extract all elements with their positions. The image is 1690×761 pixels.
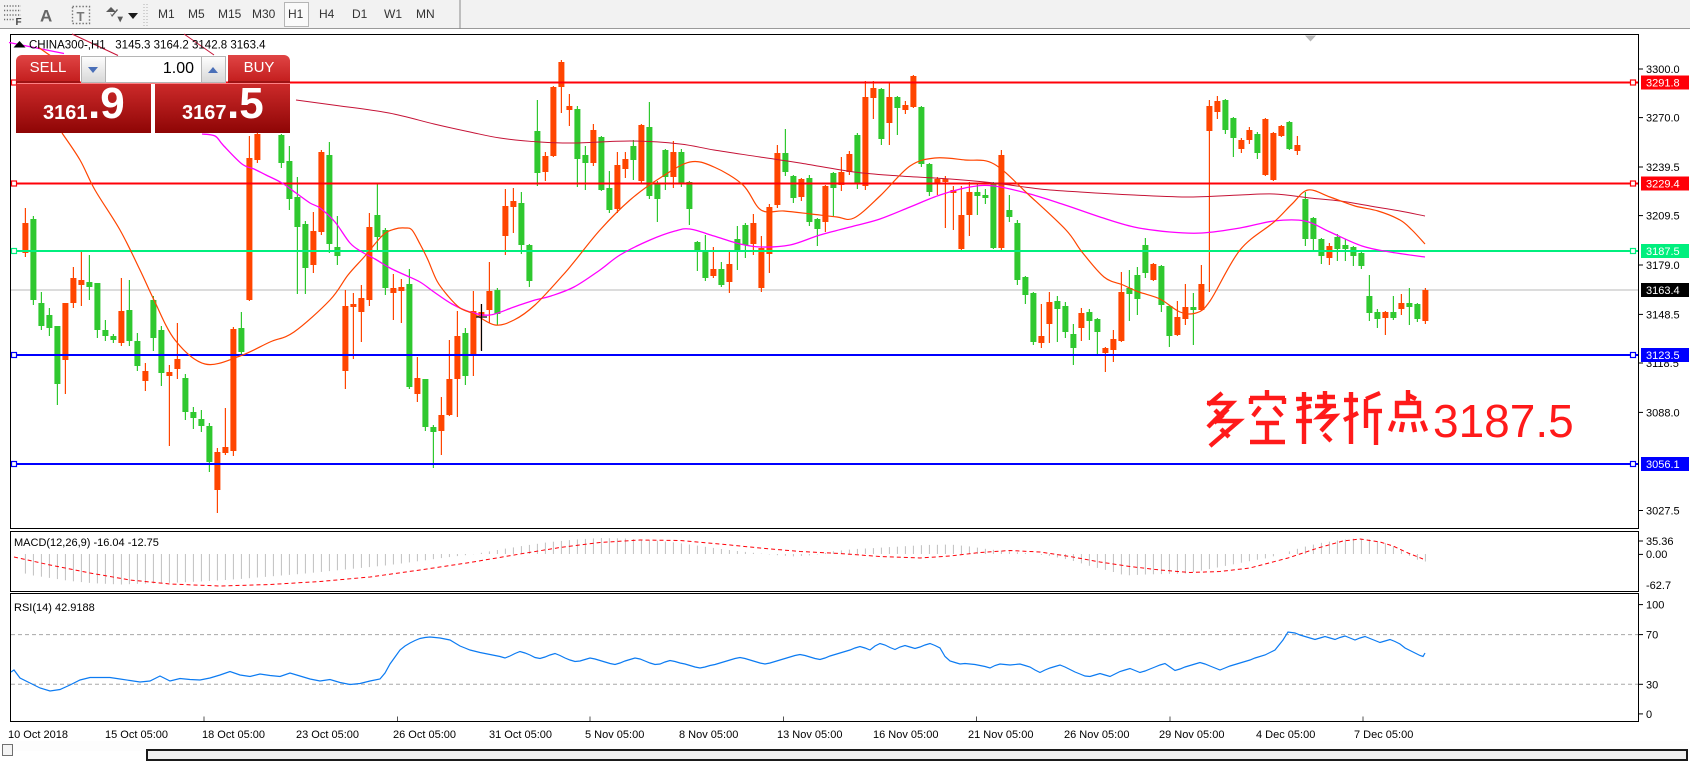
svg-text:70: 70 bbox=[1646, 630, 1658, 642]
svg-text:3229.4: 3229.4 bbox=[1646, 179, 1680, 191]
svg-text:21 Nov 05:00: 21 Nov 05:00 bbox=[968, 729, 1033, 741]
svg-text:3187.5: 3187.5 bbox=[1433, 395, 1574, 447]
svg-text:26 Oct 05:00: 26 Oct 05:00 bbox=[393, 729, 456, 741]
svg-text:8 Nov 05:00: 8 Nov 05:00 bbox=[679, 729, 738, 741]
svg-text:15 Oct 05:00: 15 Oct 05:00 bbox=[105, 729, 168, 741]
svg-text:A: A bbox=[40, 7, 52, 26]
svg-text:3056.1: 3056.1 bbox=[1646, 459, 1680, 471]
svg-text:3270.0: 3270.0 bbox=[1646, 113, 1680, 125]
svg-text:3291.8: 3291.8 bbox=[1646, 78, 1680, 90]
svg-text:-62.7: -62.7 bbox=[1646, 580, 1671, 592]
svg-text:5 Nov 05:00: 5 Nov 05:00 bbox=[585, 729, 644, 741]
svg-text:26 Nov 05:00: 26 Nov 05:00 bbox=[1064, 729, 1129, 741]
svg-text:3088.0: 3088.0 bbox=[1646, 407, 1680, 419]
svg-text:3027.5: 3027.5 bbox=[1646, 506, 1680, 518]
svg-text:RSI(14) 42.9188: RSI(14) 42.9188 bbox=[14, 602, 95, 614]
svg-text:F: F bbox=[16, 17, 22, 28]
svg-text:16 Nov 05:00: 16 Nov 05:00 bbox=[873, 729, 938, 741]
svg-text:35.36: 35.36 bbox=[1646, 536, 1674, 548]
svg-text:3300.0: 3300.0 bbox=[1646, 64, 1680, 76]
svg-text:31 Oct 05:00: 31 Oct 05:00 bbox=[489, 729, 552, 741]
svg-text:MACD(12,26,9) -16.04 -12.75: MACD(12,26,9) -16.04 -12.75 bbox=[14, 537, 159, 549]
svg-text:0.00: 0.00 bbox=[1646, 549, 1667, 561]
svg-text:10 Oct 2018: 10 Oct 2018 bbox=[8, 729, 68, 741]
svg-text:3163.4: 3163.4 bbox=[1646, 285, 1680, 297]
svg-text:100: 100 bbox=[1646, 600, 1664, 612]
svg-text:29 Nov 05:00: 29 Nov 05:00 bbox=[1159, 729, 1224, 741]
svg-text:CHINA300-,H1 3145.3 3164.2 3: CHINA300-,H1 3145.3 3164.2 3142.8 3163.4 bbox=[29, 40, 266, 52]
svg-text:18 Oct 05:00: 18 Oct 05:00 bbox=[202, 729, 265, 741]
svg-text:7 Dec 05:00: 7 Dec 05:00 bbox=[1354, 729, 1413, 741]
svg-text:T: T bbox=[77, 9, 85, 24]
svg-text:3209.5: 3209.5 bbox=[1646, 211, 1680, 223]
svg-text:23 Oct 05:00: 23 Oct 05:00 bbox=[296, 729, 359, 741]
svg-text:13 Nov 05:00: 13 Nov 05:00 bbox=[777, 729, 842, 741]
svg-text:3123.5: 3123.5 bbox=[1646, 350, 1680, 362]
svg-text:3148.5: 3148.5 bbox=[1646, 309, 1680, 321]
svg-text:3239.5: 3239.5 bbox=[1646, 162, 1680, 174]
svg-text:3187.5: 3187.5 bbox=[1646, 246, 1680, 258]
svg-text:0: 0 bbox=[1646, 709, 1652, 721]
svg-text:3179.0: 3179.0 bbox=[1646, 260, 1680, 272]
svg-text:30: 30 bbox=[1646, 679, 1658, 691]
svg-text:4 Dec 05:00: 4 Dec 05:00 bbox=[1256, 729, 1315, 741]
